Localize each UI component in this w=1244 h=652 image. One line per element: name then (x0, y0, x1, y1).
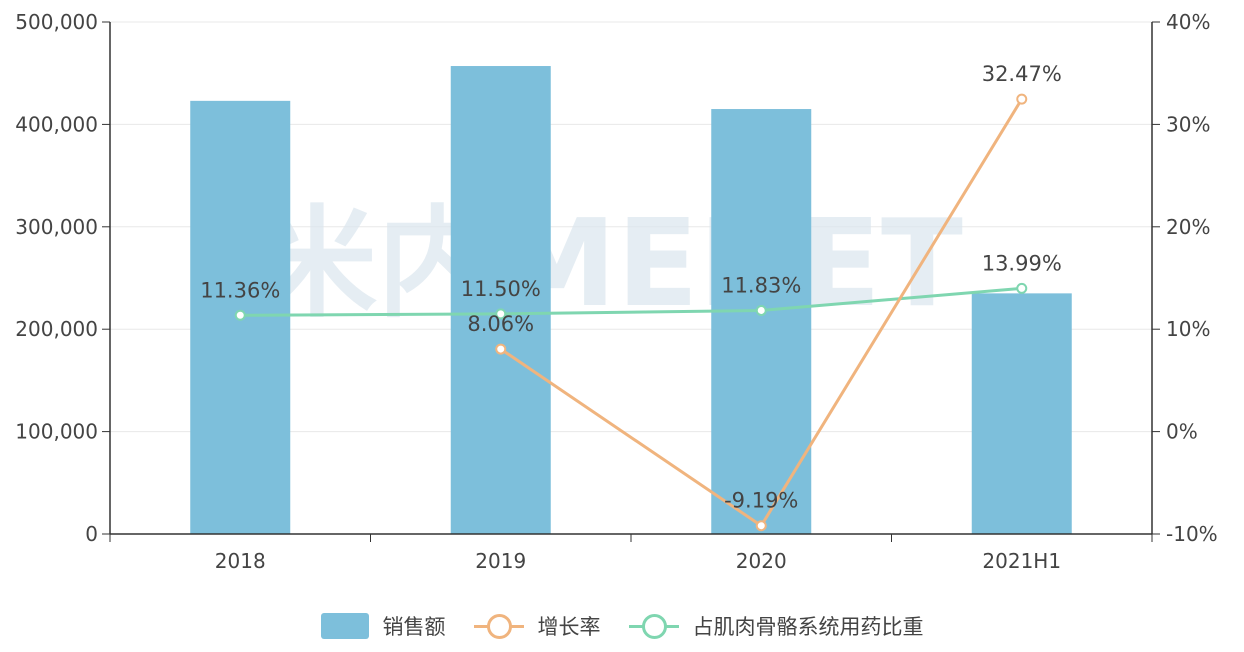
y-left-tick-label: 0 (85, 522, 98, 546)
legend-label-growth: 增长率 (537, 615, 601, 639)
axes: 0 -10% 100,000 0% 200,000 10% 300,000 20% 400,00… (15, 10, 1217, 573)
legend-item-sales[interactable]: 销售额 (320, 611, 446, 641)
data-point (1016, 282, 1028, 294)
data-label: 13.99% (982, 251, 1062, 275)
data-label: -9.19% (724, 489, 798, 513)
bars (190, 66, 1072, 535)
data-point (495, 308, 507, 320)
bar (711, 109, 812, 534)
data-point (234, 309, 246, 321)
y-right-tick-label: 0% (1166, 420, 1198, 444)
data-label: 32.47% (982, 62, 1062, 86)
watermark: 米内MENET (257, 195, 963, 334)
data-point (495, 343, 507, 355)
data-label: 8.06% (467, 312, 534, 336)
data-label: 11.83% (721, 273, 801, 297)
x-tick-label: 2021H1 (982, 549, 1061, 573)
y-right-tick-label: 20% (1166, 215, 1210, 239)
series-line (240, 286, 1022, 317)
x-tick-label: 2020 (736, 549, 787, 573)
data-label: 11.50% (461, 277, 541, 301)
x-tick-label: 2018 (215, 549, 266, 573)
series-lines (234, 93, 1028, 532)
legend-bar-swatch-icon (320, 613, 369, 639)
bar (450, 66, 551, 535)
y-left-tick-label: 200,000 (15, 317, 98, 341)
legend-line-swatch-icon (473, 613, 524, 639)
data-labels: 11.36% 11.50% 11.83% 13.99% 8.06% -9.19% 32.47… (200, 62, 1062, 513)
legend-label-share: 占肌肉骨骼系统用药比重 (692, 615, 924, 639)
y-left-tick-label: 500,000 (15, 10, 98, 34)
y-right-tick-label: 40% (1166, 10, 1210, 34)
y-left-tick-label: 100,000 (15, 420, 98, 444)
data-point (755, 520, 767, 532)
legend: 销售额 增长率 占肌肉骨骼系统用药比重 (0, 606, 1244, 646)
legend-line-swatch-icon (628, 613, 679, 639)
y-right-tick-label: 30% (1166, 112, 1210, 136)
legend-item-share[interactable]: 占肌肉骨骼系统用药比重 (628, 611, 924, 641)
data-point (755, 304, 767, 316)
y-left-tick-label: 400,000 (15, 112, 98, 136)
y-right-tick-label: 10% (1166, 317, 1210, 341)
legend-label-sales: 销售额 (382, 615, 446, 639)
chart: 米内MENET 0 -10% 100,000 0% 200,000 10% 300,000 2… (15, 10, 1217, 573)
x-tick-label: 2019 (475, 549, 526, 573)
data-label: 11.36% (200, 278, 280, 302)
legend-item-growth[interactable]: 增长率 (473, 611, 601, 641)
y-right-tick-label: -10% (1166, 522, 1218, 546)
y-left-tick-label: 300,000 (15, 215, 98, 239)
data-point (1016, 93, 1028, 105)
bar (971, 293, 1072, 534)
